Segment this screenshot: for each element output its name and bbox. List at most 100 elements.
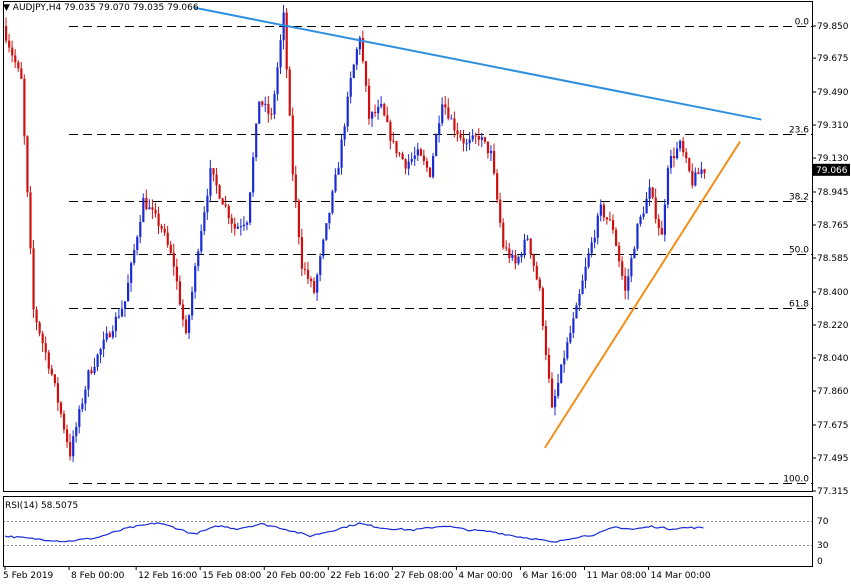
candle-body — [313, 280, 316, 293]
chart-menu-triangle-icon[interactable]: ▼ — [3, 3, 13, 13]
candlestick — [355, 47, 358, 71]
candle-body — [114, 316, 117, 332]
candle-body — [279, 40, 282, 68]
price-tick-label: 78.040 — [817, 354, 849, 364]
trendlines[interactable] — [193, 6, 762, 449]
candle-body — [355, 49, 358, 65]
time-tick-label: 14 Mar 00:00 — [651, 571, 711, 581]
candle-body — [127, 282, 130, 302]
candle-body — [194, 266, 197, 292]
candle-body — [438, 123, 441, 135]
candle-body — [581, 280, 584, 294]
candlestick — [520, 251, 523, 263]
time-tick-label: 22 Feb 16:00 — [330, 571, 389, 581]
candlestick — [62, 410, 66, 434]
candle-body — [188, 315, 191, 333]
candle-body — [428, 167, 432, 177]
candlestick — [633, 246, 636, 259]
candlestick — [383, 102, 386, 117]
candlestick — [175, 258, 178, 290]
candle-body — [608, 219, 612, 221]
candlestick — [584, 257, 587, 289]
candle-body — [105, 333, 108, 340]
candle-body — [364, 61, 368, 86]
candlestick — [627, 268, 630, 300]
candle-body — [181, 304, 185, 320]
candlestick — [486, 141, 490, 159]
candlestick — [72, 430, 75, 463]
candle-body — [56, 383, 60, 403]
candle-body — [221, 198, 224, 205]
support-trendline[interactable] — [544, 141, 741, 449]
candlestick — [224, 195, 227, 208]
candle-body — [69, 442, 72, 457]
candlestick — [529, 238, 532, 259]
fib-level-label: 38.2 — [789, 193, 809, 203]
candlestick — [450, 114, 453, 120]
candlestick — [700, 161, 703, 179]
candle-body — [688, 158, 691, 171]
candlestick — [261, 100, 264, 108]
fib-level-label: 23.6 — [789, 126, 809, 136]
candlestick — [428, 167, 432, 178]
candlestick — [572, 312, 575, 339]
candlestick — [310, 276, 313, 288]
candlestick — [511, 249, 514, 261]
candlestick — [56, 377, 60, 412]
candlestick — [374, 104, 377, 118]
candle-body — [633, 248, 636, 259]
candle-body — [267, 103, 270, 114]
candlestick — [624, 267, 627, 300]
candle-body — [435, 134, 438, 157]
candle-body — [605, 217, 609, 220]
candlestick — [581, 274, 584, 295]
candlestick — [99, 347, 102, 364]
candle-body — [602, 204, 605, 218]
candlestick — [645, 191, 648, 214]
candlestick — [32, 239, 35, 318]
candle-body — [191, 291, 194, 316]
candlestick — [130, 261, 133, 292]
candlestick — [578, 289, 581, 311]
candle-body — [322, 239, 325, 257]
candlestick — [621, 256, 624, 280]
candle-body — [547, 354, 551, 379]
rsi-tick-label: 70 — [817, 517, 829, 527]
candlestick — [227, 204, 230, 225]
candle-body — [621, 261, 624, 276]
candlestick — [694, 167, 697, 187]
candle-body — [383, 104, 386, 116]
candle-body — [14, 55, 17, 63]
candlestick — [392, 131, 395, 144]
candlestick — [703, 168, 706, 179]
candlestick — [563, 350, 566, 373]
candlestick — [676, 141, 679, 160]
candle-body — [123, 301, 127, 309]
candlestick — [47, 349, 50, 374]
candlestick — [163, 223, 166, 236]
rsi-panel — [3, 521, 812, 546]
resistance-trendline[interactable] — [193, 6, 762, 121]
candlestick — [480, 132, 483, 148]
candlestick — [297, 198, 300, 245]
candlestick — [212, 167, 215, 182]
price-tick-label: 77.495 — [817, 454, 849, 464]
candle-body — [184, 319, 188, 333]
candle-body — [291, 115, 294, 175]
candle-body — [456, 130, 459, 135]
price-tick-label: 78.945 — [817, 188, 849, 198]
rsi-plot-frame — [3, 496, 813, 567]
candlestick — [215, 167, 218, 194]
candle-body — [325, 223, 328, 240]
candle-body — [175, 266, 178, 282]
candlestick — [38, 321, 41, 337]
candlestick — [611, 214, 615, 234]
candlestick — [483, 136, 487, 144]
candlestick — [389, 119, 392, 150]
candlestick — [188, 313, 191, 340]
candlestick — [26, 135, 29, 198]
candle-body — [29, 192, 32, 249]
candle-body — [261, 101, 264, 105]
